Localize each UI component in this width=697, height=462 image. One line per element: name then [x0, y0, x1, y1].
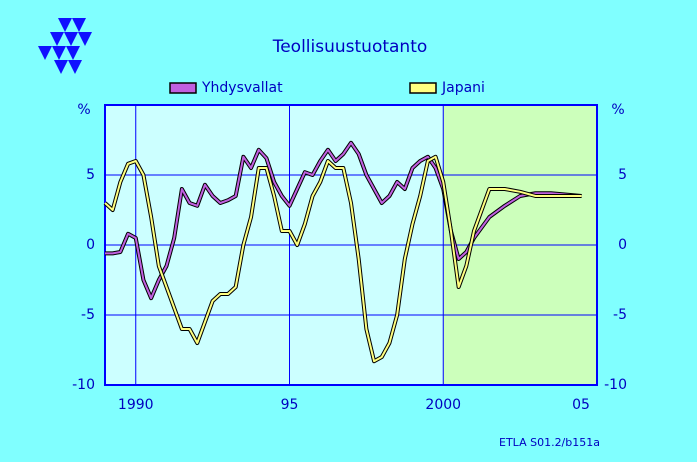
y-unit-right: % — [611, 102, 624, 118]
y-tick-label-right: 0 — [618, 237, 627, 253]
x-tick-label: 95 — [281, 397, 299, 413]
legend-label: Yhdysvallat — [201, 80, 283, 96]
chart-title: Teollisuustuotanto — [272, 37, 428, 57]
legend-swatch — [409, 82, 437, 94]
legend-swatch — [169, 82, 197, 94]
plot-frame — [104, 104, 598, 386]
y-tick-label: 0 — [86, 237, 95, 253]
x-tick-label: 1990 — [118, 397, 154, 413]
y-unit: % — [77, 102, 90, 118]
x-tick-label: 05 — [572, 397, 590, 413]
annotation: ETLA S01.2/b151a — [499, 436, 600, 449]
y-tick-label: -5 — [81, 307, 95, 323]
legend-label: Japani — [441, 80, 485, 96]
y-tick-label-right: -5 — [613, 307, 627, 323]
line — [105, 141, 582, 300]
y-tick-label-right: 5 — [618, 167, 627, 183]
y-tick-label-right: -10 — [604, 377, 627, 393]
y-tick-label: 5 — [86, 167, 95, 183]
logo — [38, 18, 92, 74]
y-tick-label: -10 — [72, 377, 95, 393]
x-tick-label: 2000 — [425, 397, 461, 413]
line — [104, 155, 582, 363]
